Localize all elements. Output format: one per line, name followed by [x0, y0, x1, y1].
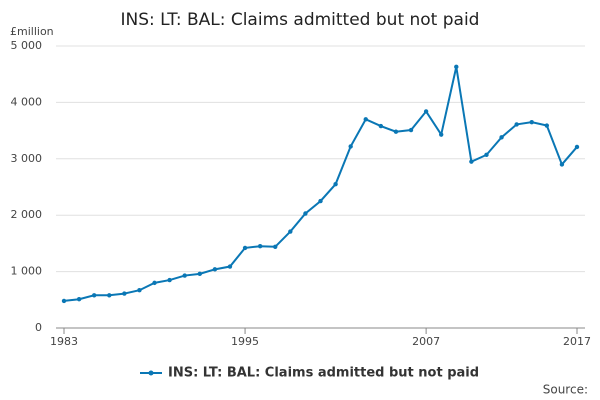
point	[529, 119, 534, 125]
point	[439, 132, 444, 137]
point	[197, 271, 202, 277]
point	[333, 181, 338, 187]
point	[61, 298, 67, 304]
y-tick-label: 3 000	[11, 152, 43, 165]
source: Source:	[543, 383, 588, 397]
point	[107, 293, 112, 298]
chart-title: INS: LT: BAL: Claims admitted but not pa…	[121, 10, 480, 30]
point	[484, 152, 489, 158]
point	[182, 273, 187, 278]
point	[76, 297, 82, 302]
point	[574, 144, 580, 150]
y-tick-label: 1 000	[11, 265, 43, 278]
point	[499, 135, 504, 140]
point	[303, 211, 308, 216]
y-tick-label: 0	[35, 321, 42, 334]
point	[469, 159, 474, 164]
point	[137, 288, 142, 293]
point	[454, 64, 459, 70]
point	[408, 127, 414, 133]
y-tick-label: 4 000	[11, 95, 43, 108]
y-tick-label: 5 000	[11, 39, 43, 52]
x-tick-label: 1995	[231, 335, 259, 348]
y-axis-label: £million	[10, 25, 54, 38]
point	[423, 109, 429, 114]
x-tick-label: 2017	[563, 335, 591, 348]
point	[378, 123, 384, 129]
point	[514, 122, 519, 127]
point	[152, 280, 157, 286]
legend-label: INS: LT: BAL: Claims admitted but not pa…	[168, 366, 479, 381]
point	[227, 264, 233, 269]
legend-marker	[148, 370, 154, 376]
point	[242, 245, 248, 251]
point	[544, 123, 550, 128]
y-tick-label: 2 000	[11, 208, 43, 221]
point	[348, 144, 353, 149]
point	[167, 277, 172, 283]
point	[288, 229, 293, 234]
x-tick-label: 2007	[412, 335, 440, 348]
point	[318, 198, 323, 204]
point	[122, 291, 127, 296]
point	[393, 129, 399, 134]
point	[363, 117, 368, 122]
x-tick-label: 1983	[50, 335, 78, 348]
point	[91, 293, 97, 298]
point	[559, 162, 565, 167]
point	[212, 267, 218, 272]
point	[257, 244, 263, 249]
point	[273, 244, 278, 249]
